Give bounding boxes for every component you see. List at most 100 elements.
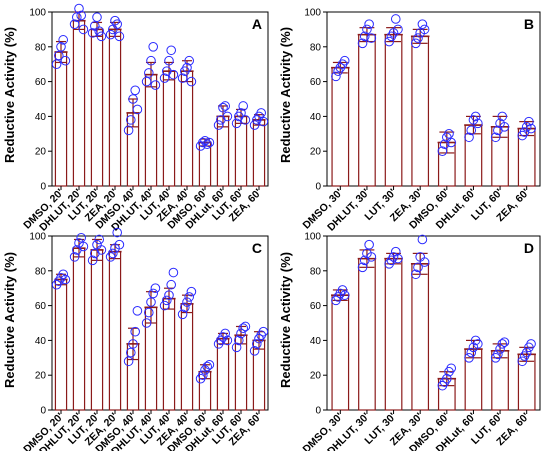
bar (108, 28, 122, 187)
data-point (359, 31, 370, 42)
data-point (240, 321, 251, 332)
bar (331, 294, 350, 411)
data-point (410, 38, 421, 49)
data-point (240, 115, 251, 125)
bar (144, 74, 158, 187)
data-point (384, 36, 394, 47)
data-point (388, 252, 399, 262)
data-point (186, 76, 197, 87)
bar (411, 35, 430, 187)
y-tick-label: 80 (310, 42, 322, 53)
bar (72, 20, 86, 187)
data-point (54, 50, 64, 61)
data-point (78, 241, 89, 252)
data-point (490, 132, 501, 143)
data-point (390, 14, 401, 24)
data-point (526, 123, 536, 134)
data-point (231, 118, 242, 129)
data-point (390, 246, 401, 257)
bar (358, 34, 376, 187)
data-point (58, 35, 69, 45)
data-point (222, 335, 233, 346)
panel-label: A (252, 16, 262, 32)
data-point (166, 45, 176, 56)
data-point (146, 297, 156, 307)
y-tick-label: 100 (304, 8, 321, 19)
data-point (130, 85, 140, 96)
data-point (94, 234, 104, 245)
data-point (87, 28, 98, 38)
data-point (337, 285, 348, 295)
bar (384, 258, 403, 411)
data-point (78, 24, 89, 35)
plot-frame (326, 11, 541, 187)
data-point (132, 306, 143, 316)
data-point (76, 232, 86, 243)
data-point (168, 267, 179, 278)
y-axis-label: Reductive Activity (%) (2, 27, 17, 163)
data-point (112, 227, 122, 238)
data-point (357, 38, 368, 49)
y-tick-label: 20 (35, 147, 47, 158)
bar (108, 251, 122, 411)
data-point (357, 262, 368, 273)
data-point (150, 283, 161, 294)
data-point (159, 300, 170, 311)
plot-frame (326, 235, 541, 411)
data-point (177, 73, 188, 83)
data-point (146, 55, 156, 66)
data-point (220, 328, 230, 339)
data-point (166, 279, 176, 290)
data-point (473, 118, 483, 129)
data-point (497, 339, 508, 349)
bar (411, 263, 430, 411)
data-point (60, 55, 71, 66)
data-point (144, 68, 154, 78)
data-point (130, 326, 140, 337)
data-point (186, 286, 197, 297)
data-point (417, 234, 428, 245)
y-tick-label: 100 (29, 8, 46, 19)
data-point (442, 373, 452, 384)
data-point (446, 363, 457, 374)
data-point (517, 356, 528, 367)
data-point (126, 115, 136, 125)
data-point (466, 125, 477, 136)
panel-label: B (524, 16, 534, 32)
data-point (393, 253, 403, 264)
data-point (159, 73, 170, 83)
data-point (446, 137, 457, 148)
data-point (473, 339, 483, 349)
data-point (51, 59, 62, 69)
y-tick-label: 80 (35, 266, 47, 277)
data-point (236, 328, 246, 339)
data-point (126, 347, 136, 358)
data-point (222, 111, 233, 122)
y-tick-label: 40 (35, 336, 47, 347)
y-axis-label: Reductive Activity (%) (2, 252, 17, 388)
data-point (413, 33, 423, 43)
bar (180, 303, 194, 411)
bar (90, 249, 104, 411)
y-tick-label: 0 (40, 406, 46, 417)
data-point (162, 295, 172, 306)
bar (162, 70, 176, 187)
data-point (150, 80, 161, 90)
data-point (128, 339, 138, 349)
panel-label: C (252, 240, 262, 256)
y-tick-label: 40 (35, 112, 47, 123)
data-point (198, 370, 208, 381)
data-point (339, 55, 350, 66)
data-point (202, 361, 212, 372)
y-tick-label: 60 (35, 77, 47, 88)
data-point (218, 102, 228, 113)
data-point (466, 347, 477, 358)
y-tick-label: 80 (35, 42, 47, 53)
data-point (168, 69, 179, 80)
data-point (202, 139, 212, 150)
data-point (417, 19, 428, 29)
